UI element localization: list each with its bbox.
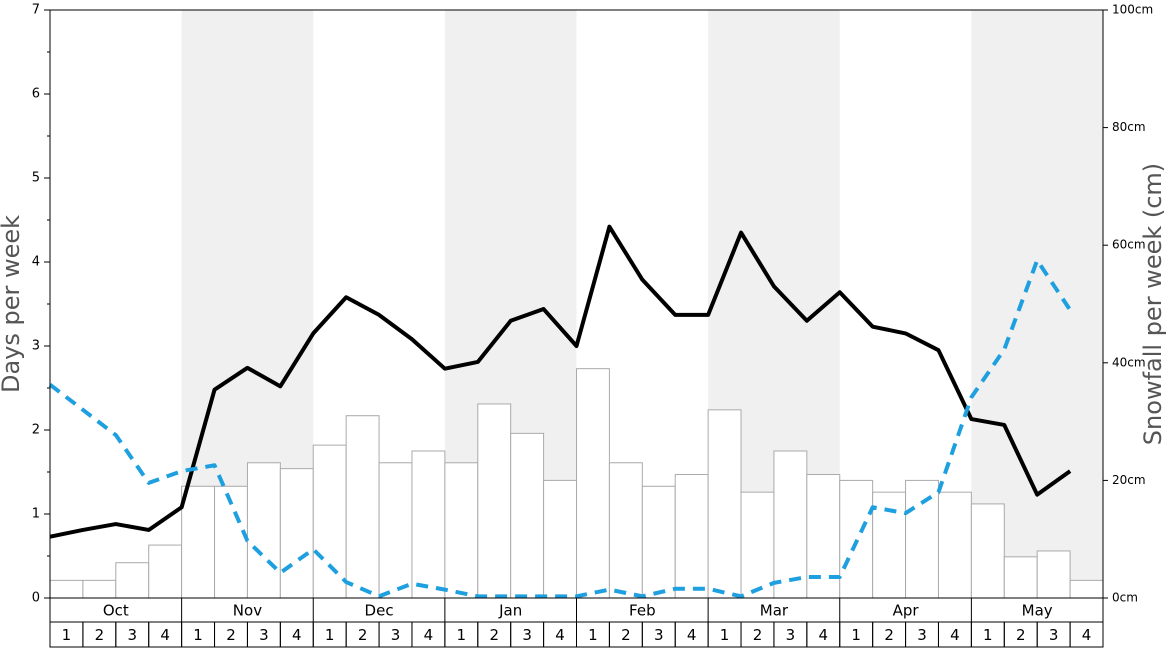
bar bbox=[543, 479, 577, 599]
bar bbox=[214, 485, 248, 599]
y-axis-title: Days per week bbox=[0, 215, 25, 393]
x-tick-label: 1 bbox=[983, 626, 993, 644]
x-tick-label: 1 bbox=[193, 626, 203, 644]
y-tick-label: 1 bbox=[32, 507, 40, 522]
bar bbox=[707, 409, 742, 599]
line bbox=[49, 224, 1072, 539]
x-tick-label: 4 bbox=[687, 626, 697, 644]
bar bbox=[608, 462, 643, 599]
bar bbox=[345, 415, 380, 599]
month-label: Apr bbox=[893, 602, 920, 620]
bar bbox=[444, 462, 479, 599]
bar bbox=[773, 450, 808, 599]
plot-frame bbox=[49, 9, 1104, 648]
x-tick-label: 4 bbox=[1082, 626, 1092, 644]
y-tick-label: 5 bbox=[32, 171, 40, 186]
bar bbox=[49, 579, 84, 599]
x-tick-label: 3 bbox=[1049, 626, 1059, 644]
x-tick-label: 2 bbox=[489, 626, 499, 644]
x-tick-label: 4 bbox=[555, 626, 565, 644]
bar bbox=[576, 368, 610, 599]
y-tick-label: 6 bbox=[32, 87, 40, 102]
bar bbox=[674, 474, 709, 599]
month-label: Jan bbox=[498, 602, 522, 620]
x-tick-label: 4 bbox=[292, 626, 302, 644]
month-label: Dec bbox=[365, 602, 394, 620]
bar bbox=[1003, 556, 1038, 599]
x-tick-label: 3 bbox=[917, 626, 927, 644]
month-label: Feb bbox=[629, 602, 656, 620]
line bbox=[48, 258, 1072, 599]
bar bbox=[970, 503, 1005, 599]
month-label: Nov bbox=[233, 602, 262, 620]
bar bbox=[1036, 550, 1071, 599]
y-tick-label: 3 bbox=[32, 339, 40, 354]
bar bbox=[411, 450, 446, 599]
x-tick-label: 1 bbox=[588, 626, 598, 644]
y2-axis-title: Snowfall per week (cm) bbox=[1139, 163, 1167, 445]
x-tick-label: 2 bbox=[753, 626, 763, 644]
x-tick-label: 2 bbox=[226, 626, 236, 644]
y-tick-label: 0 bbox=[32, 591, 40, 606]
x-tick-label: 1 bbox=[720, 626, 730, 644]
bar bbox=[1069, 579, 1104, 599]
month-band bbox=[971, 10, 1103, 598]
bar bbox=[477, 403, 512, 599]
x-tick-label: 2 bbox=[95, 626, 105, 644]
y2-tick-label: 80cm bbox=[1112, 120, 1146, 134]
bar bbox=[378, 462, 413, 599]
x-tick-label: 1 bbox=[62, 626, 72, 644]
bar bbox=[872, 491, 907, 599]
x-tick-label: 2 bbox=[884, 626, 894, 644]
x-tick-label: 3 bbox=[786, 626, 796, 644]
x-tick-label: 3 bbox=[654, 626, 664, 644]
x-tick-label: 2 bbox=[1016, 626, 1026, 644]
x-tick-label: 2 bbox=[358, 626, 368, 644]
x-tick-label: 4 bbox=[819, 626, 829, 644]
x-tick-label: 4 bbox=[424, 626, 434, 644]
bar bbox=[937, 491, 972, 599]
month-label: Oct bbox=[103, 602, 129, 620]
bar bbox=[641, 485, 676, 599]
bar bbox=[82, 579, 117, 599]
bar bbox=[115, 562, 150, 599]
bar bbox=[806, 474, 841, 599]
bar bbox=[279, 468, 314, 599]
bar bbox=[148, 544, 183, 599]
x-tick-label: 4 bbox=[950, 626, 960, 644]
bar bbox=[905, 479, 939, 599]
y-tick-label: 4 bbox=[32, 255, 40, 270]
bar bbox=[740, 491, 775, 599]
y2-tick-label: 20cm bbox=[1112, 473, 1146, 487]
x-tick-label: 1 bbox=[325, 626, 335, 644]
x-tick-label: 4 bbox=[160, 626, 170, 644]
bar bbox=[312, 444, 347, 599]
bar bbox=[839, 479, 874, 599]
x-tick-label: 3 bbox=[127, 626, 137, 644]
y2-tick-label: 40cm bbox=[1112, 355, 1146, 369]
y-tick-label: 2 bbox=[32, 423, 40, 438]
x-tick-label: 1 bbox=[457, 626, 467, 644]
x-tick-label: 3 bbox=[259, 626, 269, 644]
bar bbox=[181, 485, 216, 599]
bar bbox=[510, 432, 545, 599]
bar bbox=[246, 462, 281, 599]
y-tick-label: 7 bbox=[32, 3, 40, 18]
month-label: May bbox=[1022, 602, 1053, 620]
x-tick-label: 3 bbox=[522, 626, 532, 644]
y2-tick-label: 60cm bbox=[1112, 238, 1146, 252]
x-tick-label: 1 bbox=[851, 626, 861, 644]
month-label: Mar bbox=[760, 602, 789, 620]
y2-tick-label: 0cm bbox=[1112, 591, 1138, 605]
x-tick-label: 3 bbox=[391, 626, 401, 644]
x-tick-label: 2 bbox=[621, 626, 631, 644]
y2-tick-label: 100cm bbox=[1112, 3, 1153, 17]
